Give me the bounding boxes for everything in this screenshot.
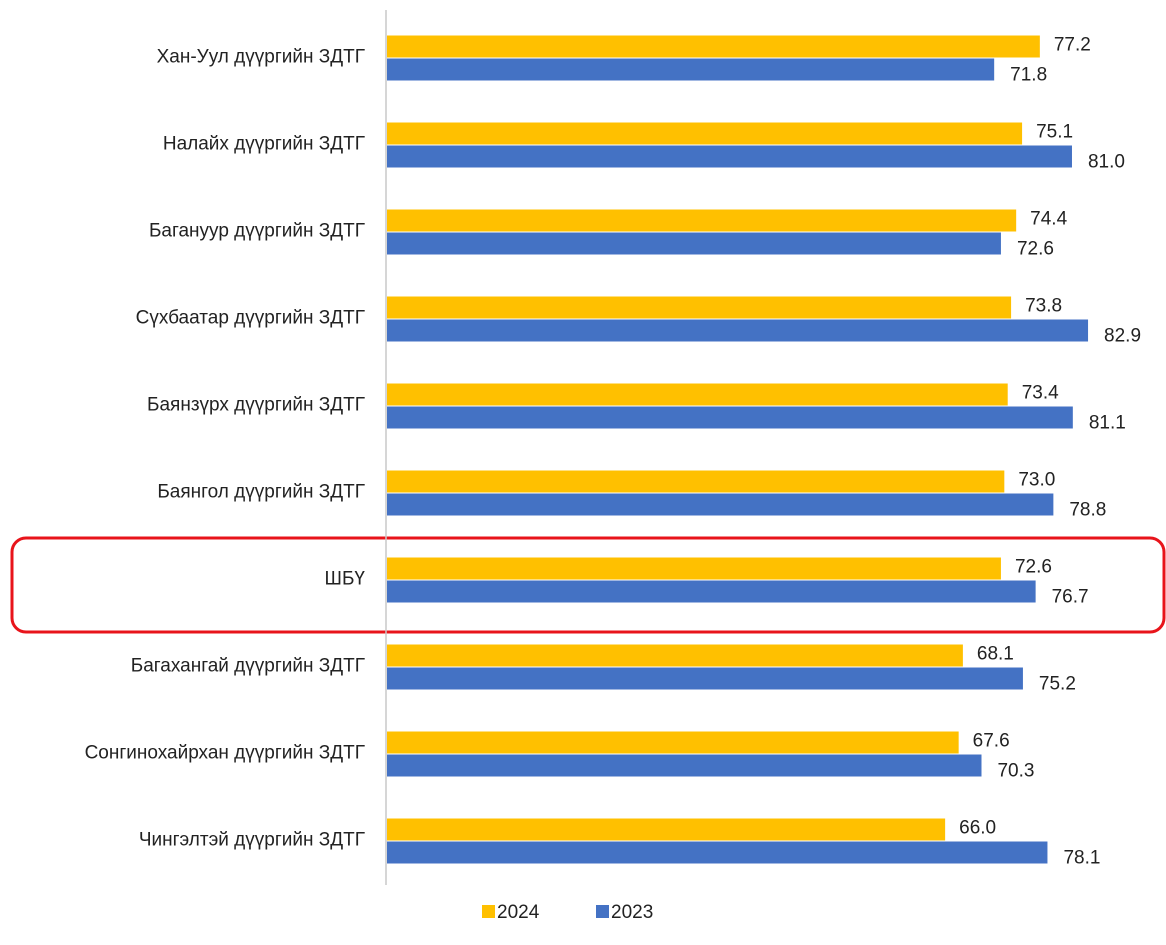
value-label: 73.8 [1025, 296, 1062, 317]
legend-label: 2023 [611, 902, 653, 923]
value-label: 72.6 [1015, 557, 1052, 578]
category-label: Хан-Уул дүүргийн ЗДТГ [157, 47, 365, 68]
bar [387, 644, 963, 667]
value-label: 68.1 [977, 644, 1014, 665]
bar [387, 557, 1001, 580]
bar [387, 818, 946, 841]
bar [387, 493, 1054, 516]
category-label: ШБҮ [325, 569, 366, 590]
value-label: 82.9 [1104, 326, 1141, 347]
highlight-box [10, 536, 1166, 634]
value-label: 67.6 [973, 731, 1010, 752]
value-label: 81.0 [1088, 152, 1125, 173]
bar [387, 122, 1023, 145]
category-label: Налайх дүүргийн ЗДТГ [163, 134, 365, 155]
category-label: Чингэлтэй дүүргийн ЗДТГ [139, 830, 365, 851]
category-label: Сүхбаатар дүүргийн ЗДТГ [136, 308, 365, 329]
bar [387, 209, 1017, 232]
category-label: Багахангай дүүргийн ЗДТГ [131, 656, 365, 677]
category-label: Баянзүрх дүүргийн ЗДТГ [147, 395, 365, 416]
value-label: 66.0 [959, 818, 996, 839]
value-label: 76.7 [1052, 587, 1089, 608]
bar [387, 470, 1005, 493]
legend-swatch [596, 905, 609, 918]
bar [387, 667, 1023, 690]
bar [387, 841, 1048, 864]
value-label: 72.6 [1017, 239, 1054, 260]
value-label: 71.8 [1010, 65, 1047, 86]
bar [387, 35, 1040, 58]
bar [387, 296, 1012, 319]
bar [387, 580, 1036, 603]
value-label: 75.2 [1039, 674, 1076, 695]
value-label: 77.2 [1054, 35, 1091, 56]
value-label: 70.3 [997, 761, 1034, 782]
legend-label: 2024 [497, 902, 540, 923]
category-label: Сонгинохайрхан дүүргийн ЗДТГ [85, 743, 365, 764]
value-label: 73.4 [1022, 383, 1059, 404]
legend-swatch [482, 905, 495, 918]
value-label: 75.1 [1036, 122, 1073, 143]
bar [387, 406, 1073, 429]
bar [387, 145, 1072, 168]
bar [387, 754, 982, 777]
category-label: Баянгол дүүргийн ЗДТГ [157, 482, 365, 503]
value-label: 73.0 [1018, 470, 1055, 491]
bar [387, 58, 995, 81]
value-label: 78.1 [1063, 848, 1100, 869]
value-label: 81.1 [1089, 413, 1126, 434]
value-label: 78.8 [1069, 500, 1106, 521]
bar [387, 232, 1001, 255]
bar [387, 731, 959, 754]
bar [387, 319, 1089, 342]
bar [387, 383, 1008, 406]
value-label: 74.4 [1030, 209, 1067, 230]
category-label: Багануур дүүргийн ЗДТГ [149, 221, 365, 242]
